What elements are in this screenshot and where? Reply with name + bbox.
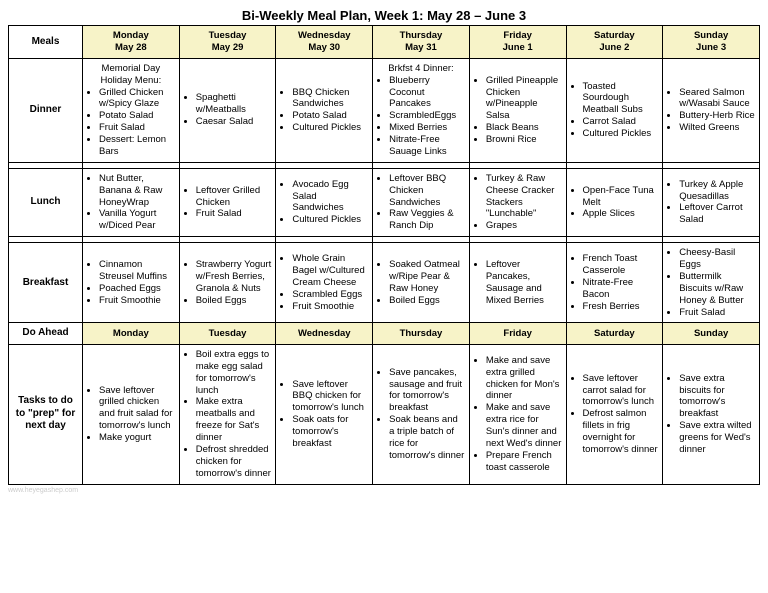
do-ahead-day: Thursday	[373, 323, 470, 345]
day-header: SaturdayJune 2	[566, 26, 663, 59]
task-cell: Save pancakes, sausage and fruit for tom…	[373, 344, 470, 484]
meal-cell: Open-Face Tuna MeltApple Slices	[566, 168, 663, 236]
meal-cell: Soaked Oatmeal w/Ripe Pear & Raw HoneyBo…	[373, 243, 470, 323]
day-header: SundayJune 3	[663, 26, 760, 59]
header-row: Meals MondayMay 28 TuesdayMay 29 Wednesd…	[9, 26, 760, 59]
meal-plan-table: Meals MondayMay 28 TuesdayMay 29 Wednesd…	[8, 25, 760, 485]
meal-cell: Turkey & Apple QuesadillasLeftover Carro…	[663, 168, 760, 236]
meal-cell: Leftover Grilled ChickenFruit Salad	[179, 168, 276, 236]
do-ahead-day: Saturday	[566, 323, 663, 345]
meal-cell: Leftover Pancakes, Sausage and Mixed Ber…	[469, 243, 566, 323]
meals-header: Meals	[9, 26, 83, 59]
meal-row: BreakfastCinnamon Streusel MuffinsPoache…	[9, 243, 760, 323]
do-ahead-day: Monday	[83, 323, 180, 345]
meal-row-label: Lunch	[9, 168, 83, 236]
task-cell: Boil extra eggs to make egg salad for to…	[179, 344, 276, 484]
day-header: TuesdayMay 29	[179, 26, 276, 59]
footer-watermark: www.heyegashep.com	[8, 487, 760, 494]
tasks-row-label: Tasks to do to "prep" for next day	[9, 344, 83, 484]
task-cell: Save leftover grilled chicken and fruit …	[83, 344, 180, 484]
meal-cell: Seared Salmon w/Wasabi SauceButtery-Herb…	[663, 58, 760, 162]
meal-cell: BBQ Chicken SandwichesPotato SaladCultur…	[276, 58, 373, 162]
day-header: FridayJune 1	[469, 26, 566, 59]
day-header: WednesdayMay 30	[276, 26, 373, 59]
do-ahead-day: Wednesday	[276, 323, 373, 345]
meal-cell: Cinnamon Streusel MuffinsPoached EggsFru…	[83, 243, 180, 323]
tasks-row: Tasks to do to "prep" for next daySave l…	[9, 344, 760, 484]
do-ahead-day: Friday	[469, 323, 566, 345]
meal-cell: Leftover BBQ Chicken SandwichesRaw Veggi…	[373, 168, 470, 236]
meal-cell: Spaghetti w/MeatballsCaesar Salad	[179, 58, 276, 162]
meal-cell: Nut Butter, Banana & Raw HoneyWrapVanill…	[83, 168, 180, 236]
meal-cell: Strawberry Yogurt w/Fresh Berries, Grano…	[179, 243, 276, 323]
do-ahead-day: Sunday	[663, 323, 760, 345]
meal-row: DinnerMemorial Day Holiday Menu:Grilled …	[9, 58, 760, 162]
meal-cell: Memorial Day Holiday Menu:Grilled Chicke…	[83, 58, 180, 162]
meal-cell: Grilled Pineapple Chicken w/Pineapple Sa…	[469, 58, 566, 162]
task-cell: Make and save extra grilled chicken for …	[469, 344, 566, 484]
plan-title: Bi-Weekly Meal Plan, Week 1: May 28 – Ju…	[8, 8, 760, 23]
meal-row-label: Breakfast	[9, 243, 83, 323]
meal-cell: French Toast CasseroleNitrate-Free Bacon…	[566, 243, 663, 323]
day-header: MondayMay 28	[83, 26, 180, 59]
meal-row-label: Dinner	[9, 58, 83, 162]
task-cell: Save extra biscuits for tomorrow's break…	[663, 344, 760, 484]
meal-cell: Brkfst 4 Dinner:Blueberry Coconut Pancak…	[373, 58, 470, 162]
meal-cell: Whole Grain Bagel w/Cultured Cream Chees…	[276, 243, 373, 323]
meal-row: LunchNut Butter, Banana & Raw HoneyWrapV…	[9, 168, 760, 236]
do-ahead-label: Do Ahead	[9, 323, 83, 345]
day-header: ThursdayMay 31	[373, 26, 470, 59]
meal-cell: Turkey & Raw Cheese Cracker Stackers "Lu…	[469, 168, 566, 236]
meal-cell: Toasted Sourdough Meatball SubsCarrot Sa…	[566, 58, 663, 162]
task-cell: Save leftover carrot salad for tomorrow'…	[566, 344, 663, 484]
task-cell: Save leftover BBQ chicken for tomorrow's…	[276, 344, 373, 484]
meal-cell: Avocado Egg Salad SandwichesCultured Pic…	[276, 168, 373, 236]
meal-cell: Cheesy-Basil EggsButtermilk Biscuits w/R…	[663, 243, 760, 323]
do-ahead-row: Do AheadMondayTuesdayWednesdayThursdayFr…	[9, 323, 760, 345]
do-ahead-day: Tuesday	[179, 323, 276, 345]
